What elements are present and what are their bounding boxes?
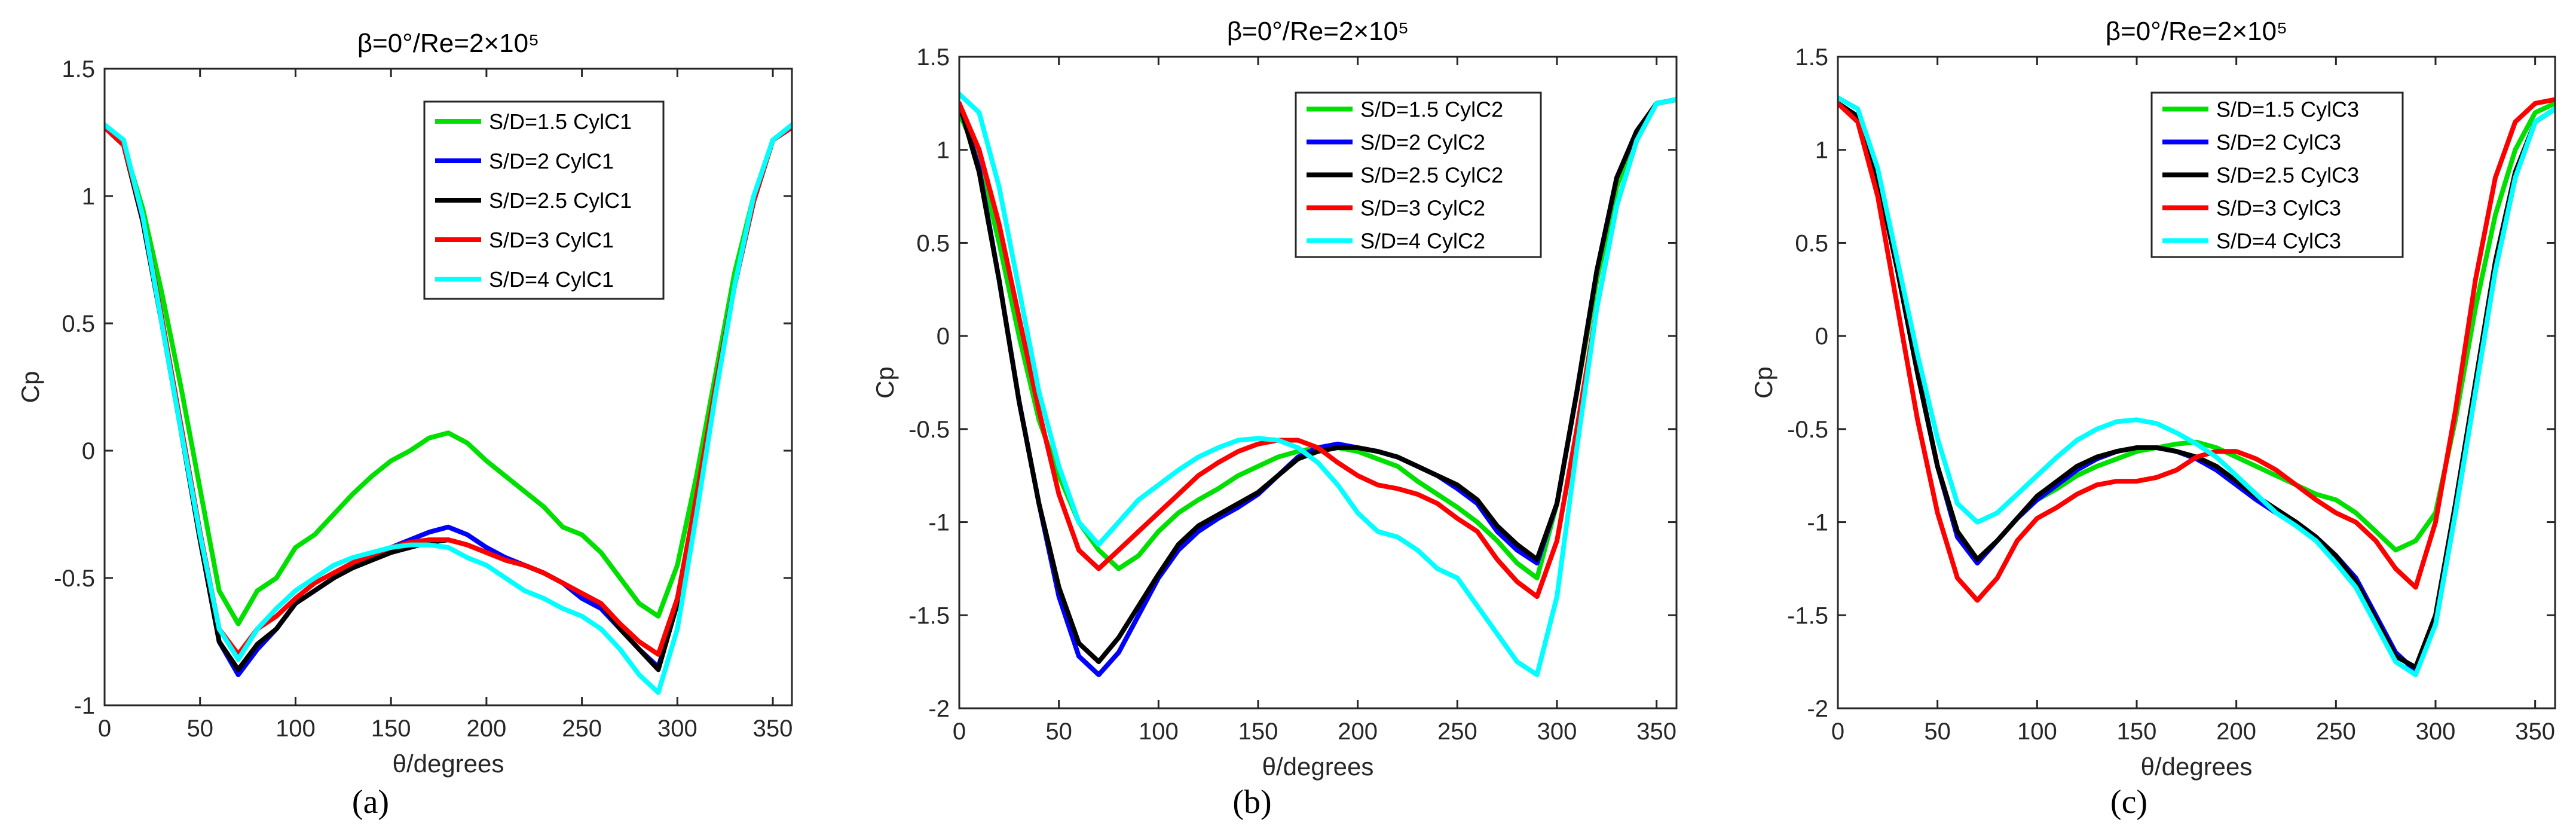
x-tick-label: 50: [1045, 718, 1072, 745]
series-group: [1838, 95, 2555, 677]
y-tick-label: -0.5: [1787, 417, 1828, 443]
plot-frame: [1837, 56, 2556, 709]
x-tick-label: 150: [2117, 718, 2157, 745]
legend-entry-5: S/D=4 CylC3: [2216, 229, 2341, 253]
legend-entry-3: S/D=2.5 CylC1: [489, 188, 632, 213]
chart-panel-2: β=0°/Re=2×10⁵ 0 50 100 150 200 250 300 350 -2 -1.5…: [871, 17, 1678, 821]
x-axis-label: θ/degrees: [393, 750, 504, 778]
legend-entry-5: S/D=4 CylC2: [1360, 229, 1485, 253]
legend-entry-3: S/D=2.5 CylC3: [2216, 163, 2359, 188]
legend-entry-4: S/D=3 CylC1: [489, 228, 614, 252]
x-tick-label: 300: [657, 715, 697, 742]
panel-label: (a): [352, 784, 389, 821]
x-tick-label: 350: [753, 715, 793, 742]
y-tick-label: -1: [74, 693, 95, 719]
y-tick-label: 1: [937, 137, 950, 164]
series-line-5: [105, 122, 792, 695]
y-tick-label: 0.5: [1795, 230, 1828, 256]
series-group: [959, 91, 1676, 677]
legend-entry-1: S/D=1.5 CylC2: [1360, 97, 1503, 122]
y-tick-label: -1: [928, 510, 950, 536]
series-line-4: [959, 97, 1676, 600]
y-tick-label: 0: [1815, 323, 1828, 350]
y-tick-label: 1: [82, 183, 95, 210]
panel-label: (c): [2110, 784, 2147, 821]
y-tick-label: 0.5: [916, 230, 950, 256]
series-line-3: [959, 97, 1676, 665]
legend-entry-1: S/D=1.5 CylC1: [489, 109, 632, 134]
y-tick-label: -2: [1807, 696, 1828, 722]
y-axis-label: Cp: [1749, 366, 1777, 399]
x-tick-label: 300: [2416, 718, 2456, 745]
x-tick-label: 300: [1537, 718, 1577, 745]
series-line-4: [1838, 97, 2555, 603]
legend-entry-3: S/D=2.5 CylC2: [1360, 163, 1503, 188]
legend: S/D=1.5 CylC1 S/D=2 CylC1 S/D=2.5 CylC1 S/D…: [423, 100, 665, 300]
plot-frame: [103, 68, 793, 707]
y-tick-label: 1: [1815, 137, 1828, 164]
legend-entry-4: S/D=3 CylC3: [2216, 196, 2341, 221]
y-tick-label: -0.5: [908, 417, 950, 443]
y-tick-label: -1.5: [1787, 602, 1828, 629]
series-line-1: [105, 125, 792, 626]
x-tick-label: 250: [1437, 718, 1477, 745]
x-tick-label: 100: [276, 715, 316, 742]
x-tick-label: 250: [2316, 718, 2356, 745]
y-tick-label: -1: [1807, 510, 1828, 536]
series-line-5: [959, 91, 1676, 677]
x-tick-label: 0: [1831, 718, 1844, 745]
chart-title: β=0°/Re=2×10⁵: [357, 29, 540, 58]
y-tick-label: -0.5: [54, 565, 95, 592]
panel-label: (b): [1232, 784, 1271, 821]
legend-entry-2: S/D=2 CylC1: [489, 149, 614, 173]
x-axis-label: θ/degrees: [1262, 753, 1374, 781]
x-tick-label: 50: [1924, 718, 1951, 745]
x-tick-label: 100: [2017, 718, 2057, 745]
legend-entry-4: S/D=3 CylC2: [1360, 196, 1485, 221]
y-tick-label: 0: [937, 323, 950, 350]
y-tick-label: -2: [928, 696, 950, 722]
x-tick-label: 100: [1139, 718, 1179, 745]
legend: S/D=1.5 CylC3 S/D=2 CylC3 S/D=2.5 CylC3 S/D…: [2150, 91, 2404, 258]
x-tick-label: 350: [1636, 718, 1676, 745]
x-tick-label: 0: [98, 715, 111, 742]
legend-entry-1: S/D=1.5 CylC3: [2216, 97, 2359, 122]
x-tick-label: 150: [1238, 718, 1278, 745]
y-tick-label: 0: [82, 438, 95, 464]
chart-title: β=0°/Re=2×10⁵: [2106, 17, 2288, 46]
y-tick-label: 1.5: [916, 44, 950, 71]
legend-entry-5: S/D=4 CylC1: [489, 267, 614, 292]
series-line-5: [1838, 95, 2555, 677]
x-tick-label: 250: [562, 715, 602, 742]
chart-title: β=0°/Re=2×10⁵: [1227, 17, 1409, 46]
legend-entry-2: S/D=2 CylC2: [1360, 130, 1485, 155]
series-group: [105, 122, 792, 695]
x-tick-label: 350: [2515, 718, 2555, 745]
x-tick-label: 200: [467, 715, 507, 742]
y-tick-label: 0.5: [62, 311, 95, 337]
x-tick-label: 50: [186, 715, 213, 742]
chart-panel-1: β=0°/Re=2×10⁵ 0 50 100 150 200 250 300 350 -1 -0.5…: [16, 29, 793, 821]
plot-frame: [958, 56, 1678, 709]
x-tick-label: 150: [371, 715, 411, 742]
y-axis-label: Cp: [871, 366, 899, 399]
y-tick-label: -1.5: [908, 602, 950, 629]
x-tick-label: 0: [953, 718, 966, 745]
x-tick-label: 200: [2216, 718, 2256, 745]
legend: S/D=1.5 CylC2 S/D=2 CylC2 S/D=2.5 CylC2 S/D…: [1295, 91, 1542, 258]
y-tick-label: 1.5: [1795, 44, 1828, 71]
chart-panel-3: β=0°/Re=2×10⁵ 0 50 100 150 200 250 300 350 -2 -1.5…: [1749, 17, 2556, 821]
x-axis-label: θ/degrees: [2141, 753, 2253, 781]
x-tick-label: 200: [1338, 718, 1378, 745]
y-tick-label: 1.5: [62, 56, 95, 82]
y-axis-label: Cp: [16, 371, 44, 403]
legend-entry-2: S/D=2 CylC3: [2216, 130, 2341, 155]
